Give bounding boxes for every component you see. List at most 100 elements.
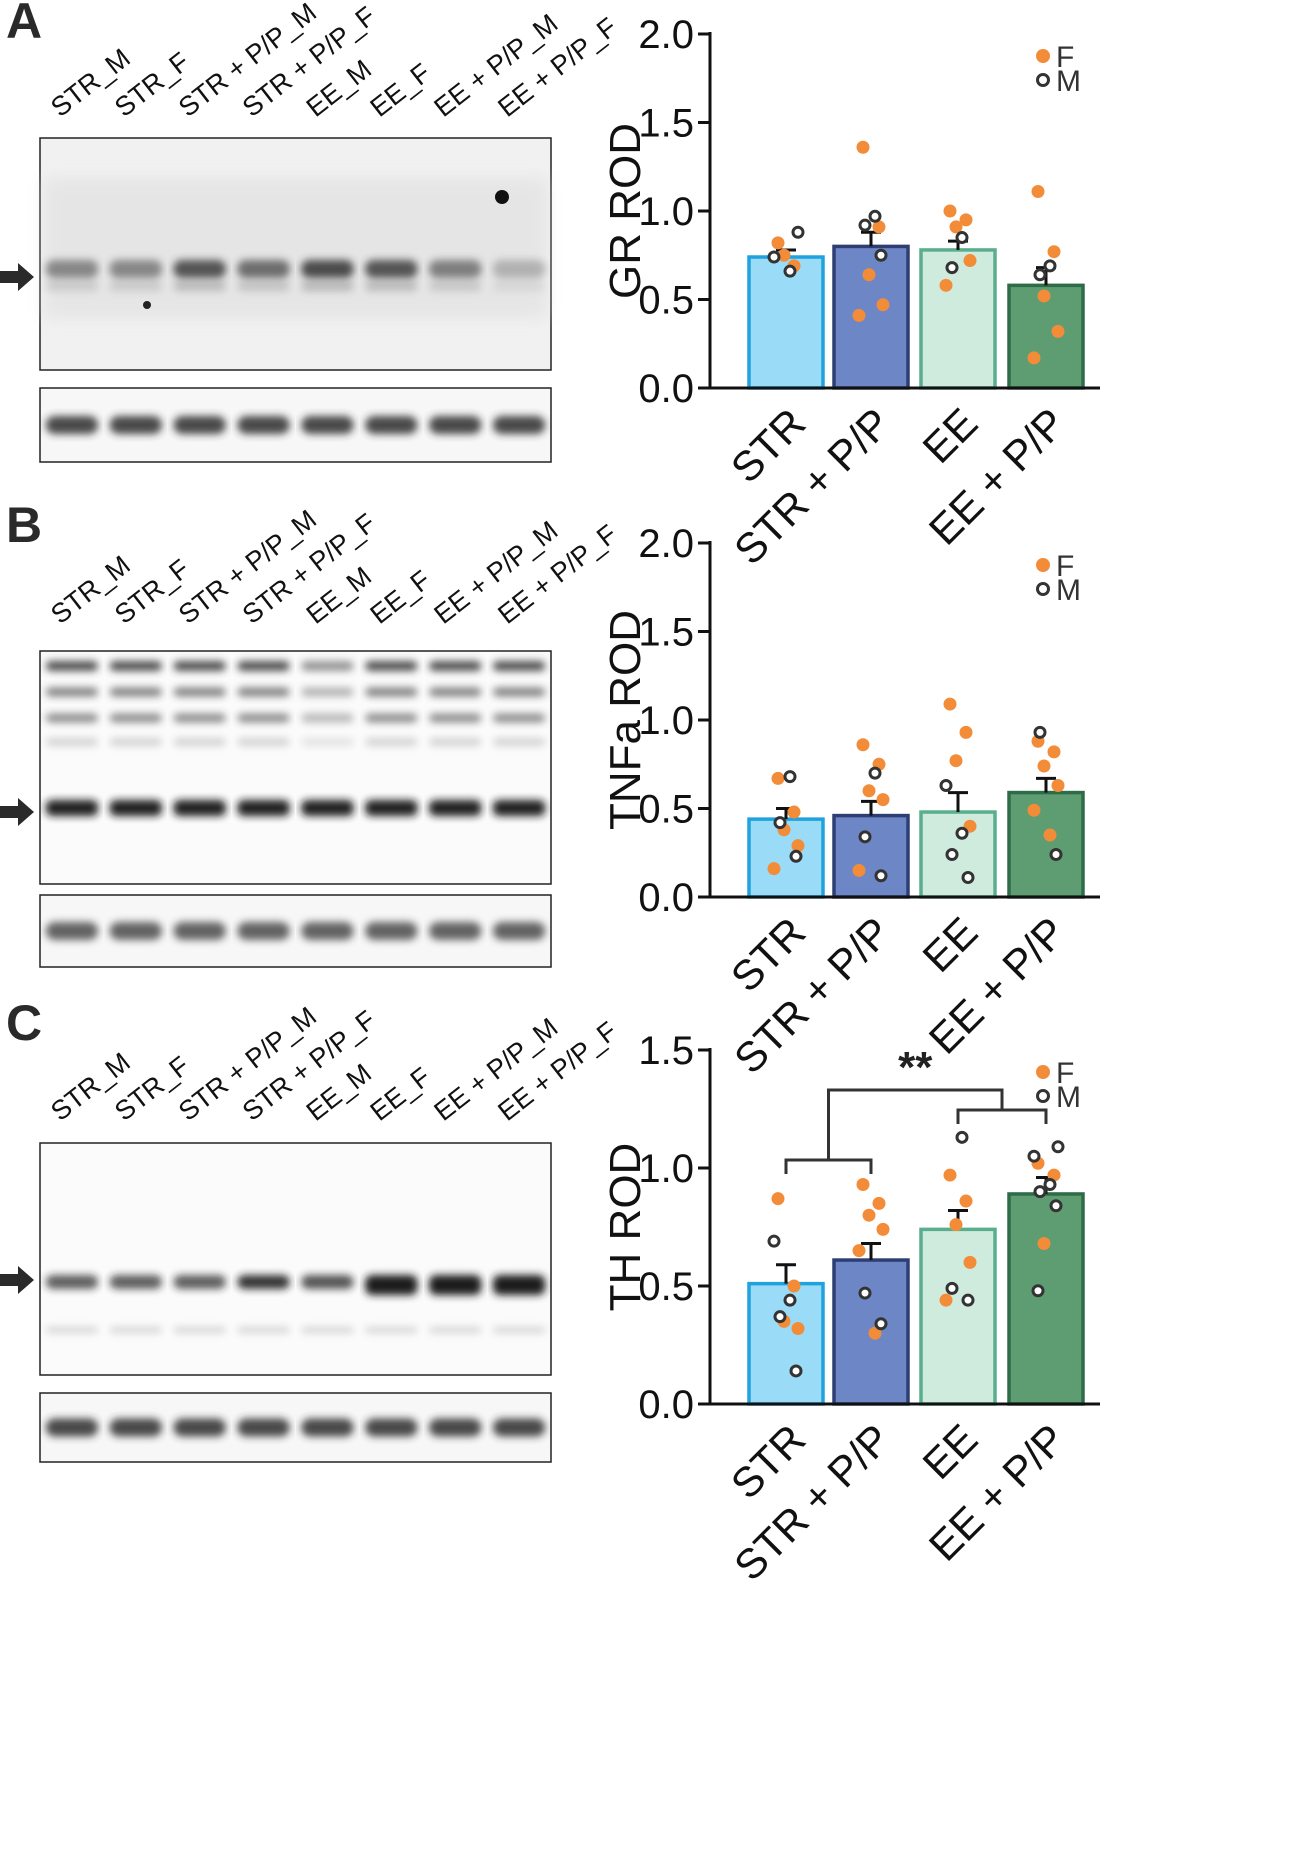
bar (919, 248, 997, 390)
blot-band (365, 1327, 418, 1333)
blot-artifact (143, 301, 151, 309)
legend-marker-m (1036, 582, 1050, 596)
x-category-label: EE (914, 399, 987, 472)
y-tick-label: 0.0 (638, 1383, 694, 1427)
blot-band (109, 281, 163, 291)
data-point-f (856, 1178, 870, 1192)
blot-band (109, 260, 163, 278)
blot-band (365, 713, 418, 723)
data-point-f (868, 1326, 882, 1340)
legend-marker-f (1036, 49, 1050, 63)
data-point-m (858, 830, 872, 844)
blot-band (365, 661, 418, 671)
blot-band (45, 1327, 99, 1333)
blot-frame (39, 1142, 552, 1376)
blot-band (109, 687, 163, 697)
bar (747, 255, 825, 390)
legend-label-m: M (1056, 574, 1081, 607)
blot-band (237, 1275, 290, 1289)
data-point-f (943, 204, 957, 218)
loading-control-band (301, 416, 354, 434)
y-tick-label: 2.0 (638, 522, 694, 566)
blot-band (492, 713, 546, 723)
data-point-m (945, 1281, 959, 1295)
data-point-m (945, 261, 959, 275)
blot-band (492, 800, 546, 816)
data-point-m (874, 869, 888, 883)
blot-band (45, 687, 99, 697)
data-point-m (955, 826, 969, 840)
x-category-label: EE (914, 1415, 987, 1488)
data-point-f (852, 308, 866, 322)
data-point-f (949, 754, 963, 768)
data-point-f (862, 268, 876, 282)
blot-frame (39, 650, 552, 885)
y-tick-label: 1.5 (638, 102, 694, 146)
y-tick-label: 1.5 (638, 611, 694, 655)
data-point-m (961, 871, 975, 885)
blot-band (492, 260, 546, 278)
data-point-m (1049, 1199, 1063, 1213)
data-point-m (1031, 1284, 1045, 1298)
blot-band (301, 1275, 354, 1289)
loading-control-band (45, 416, 99, 434)
data-point-f (963, 1255, 977, 1269)
bar (1007, 790, 1085, 899)
lane-label: EE_F (365, 58, 437, 123)
data-point-f (862, 1208, 876, 1222)
lane-label: EE_F (365, 1062, 437, 1127)
data-point-f (862, 784, 876, 798)
loading-control-band (109, 1418, 163, 1437)
y-tick-label: 0.5 (638, 279, 694, 323)
data-point-m (767, 250, 781, 264)
data-point-f (852, 1244, 866, 1258)
data-point-m (1051, 1140, 1065, 1154)
blot-band (45, 281, 99, 291)
loading-control-band (301, 1418, 354, 1437)
blot-band (428, 687, 482, 697)
data-point-m (783, 770, 797, 784)
legend-marker-f (1036, 558, 1050, 572)
legend-label-m: M (1056, 1081, 1081, 1114)
panel-letter-a: A (6, 0, 42, 49)
data-point-f (959, 725, 973, 739)
y-tick-label: 1.0 (638, 1147, 694, 1191)
data-point-f (876, 298, 890, 312)
data-point-m (868, 209, 882, 223)
band-arrow-icon (0, 798, 34, 826)
blot-artifact (495, 190, 509, 204)
blot-band (365, 1275, 418, 1295)
band-arrow-icon (0, 263, 34, 291)
data-point-f (1031, 185, 1045, 199)
data-point-f (872, 1196, 886, 1210)
y-tick-label: 1.0 (638, 699, 694, 743)
blot-band (492, 1327, 546, 1333)
loading-control-band (428, 922, 482, 940)
data-point-m (783, 1293, 797, 1307)
data-point-f (876, 793, 890, 807)
data-point-m (858, 1286, 872, 1300)
data-point-f (949, 220, 963, 234)
data-point-m (1033, 725, 1047, 739)
blot-band (428, 260, 482, 278)
y-axis-label: GR ROD (601, 123, 650, 299)
loading-control-band (237, 416, 290, 434)
legend-label-f: F (1056, 41, 1074, 74)
data-point-m (939, 778, 953, 792)
blot-band (365, 281, 418, 291)
lane-label: EE_F (365, 565, 437, 630)
blot-band (301, 800, 354, 816)
data-point-f (1037, 289, 1051, 303)
data-point-f (876, 1222, 890, 1236)
blot-band (173, 1327, 226, 1333)
blot-band (428, 1275, 482, 1295)
legend-marker-m (1036, 73, 1050, 87)
blot-band (428, 1327, 482, 1333)
loading-control-band (365, 922, 418, 940)
blot-band (109, 713, 163, 723)
data-point-f (787, 1279, 801, 1293)
